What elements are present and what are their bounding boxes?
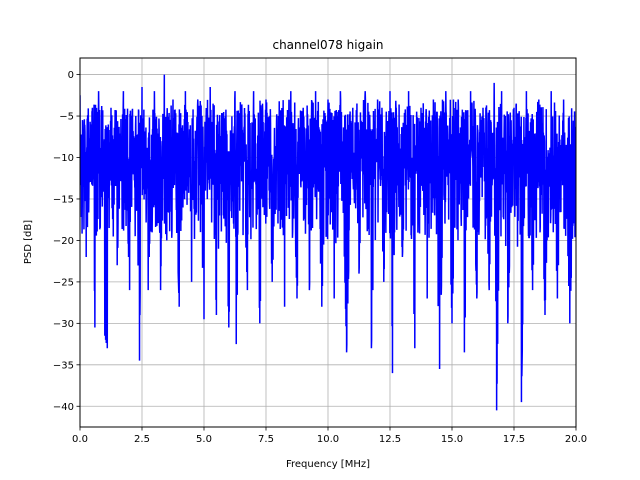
x-tick-label: 7.5	[258, 434, 274, 445]
x-tick-label: 17.5	[503, 434, 525, 445]
y-tick-label: −10	[53, 153, 74, 164]
y-tick-label: −30	[53, 319, 74, 330]
chart-title: channel078 higain	[272, 38, 383, 52]
series-line	[80, 74, 576, 411]
series-layer	[80, 74, 576, 411]
x-tick-label: 15.0	[441, 434, 463, 445]
y-tick-label: −15	[53, 194, 74, 205]
x-tick-label: 0.0	[72, 434, 88, 445]
y-tick-label: −35	[53, 360, 74, 371]
ticks: 0.0 2.5 5.0 7.5 10.0 12.5 15.0 17.5 20.0 0 −5 −10 −1…	[53, 70, 587, 445]
y-axis-label: PSD [dB]	[23, 220, 34, 264]
x-tick-label: 12.5	[379, 434, 401, 445]
x-axis-label: Frequency [MHz]	[286, 459, 370, 470]
y-tick-label: 0	[68, 70, 74, 81]
y-tick-label: −20	[53, 236, 74, 247]
x-tick-label: 20.0	[565, 434, 587, 445]
y-tick-label: −25	[53, 277, 74, 288]
y-tick-label: −5	[59, 112, 74, 123]
x-tick-label: 10.0	[317, 434, 339, 445]
y-tick-label: −40	[53, 402, 74, 413]
x-tick-label: 2.5	[134, 434, 150, 445]
x-tick-label: 5.0	[196, 434, 212, 445]
